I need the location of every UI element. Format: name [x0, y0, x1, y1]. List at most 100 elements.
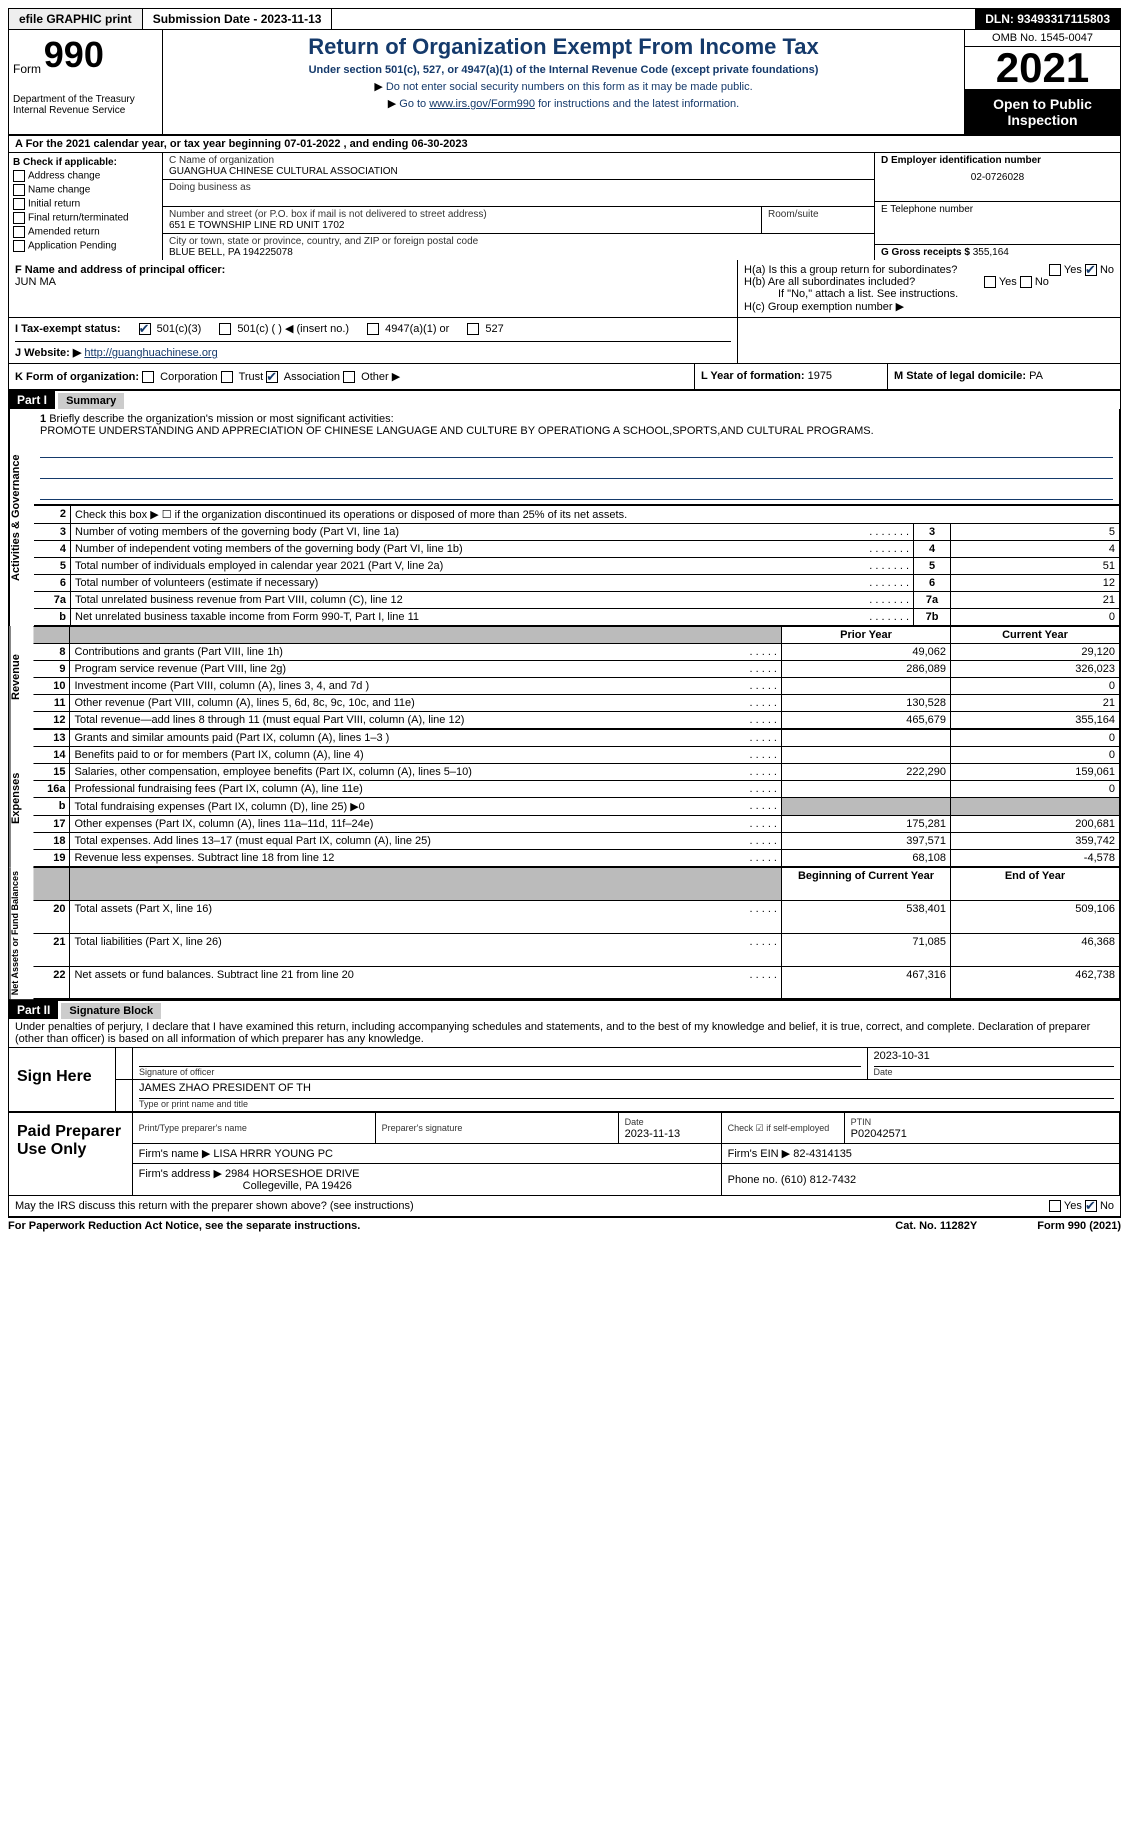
sig-name-cell: JAMES ZHAO PRESIDENT OF TH Type or print…	[132, 1080, 1120, 1111]
chk-amended-return[interactable]: Amended return	[13, 226, 158, 238]
l-label: L Year of formation:	[701, 370, 805, 382]
p-date-cell: Date2023-11-13	[618, 1113, 721, 1144]
p-sig-cell: Preparer's signature	[375, 1113, 618, 1144]
sig-date-label: Date	[874, 1067, 1115, 1077]
table-row: 3Number of voting members of the governi…	[34, 524, 1120, 541]
website-link[interactable]: http://guanghuachinese.org	[84, 347, 217, 359]
expenses-table: 13Grants and similar amounts paid (Part …	[33, 729, 1120, 867]
g-gross-cell: G Gross receipts $ 355,164	[875, 245, 1120, 260]
part2-title: Signature Block	[61, 1003, 161, 1019]
declaration-text: Under penalties of perjury, I declare th…	[8, 1019, 1121, 1048]
table-row: 8Contributions and grants (Part VIII, li…	[33, 644, 1119, 661]
form-word: Form	[13, 62, 41, 76]
table-row: bNet unrelated business taxable income f…	[34, 609, 1120, 626]
part1-body: Activities & Governance 1 Briefly descri…	[8, 409, 1121, 626]
chk-address-change[interactable]: Address change	[13, 170, 158, 182]
hb-yn[interactable]: Yes No	[984, 276, 1049, 288]
netassets-table: Beginning of Current Year End of Year 20…	[33, 867, 1120, 999]
h-group: H(a) Is this a group return for subordin…	[738, 260, 1120, 317]
c-name-label: C Name of organization	[169, 155, 868, 166]
m-label: M State of legal domicile:	[894, 370, 1026, 382]
section-f-h: F Name and address of principal officer:…	[8, 260, 1121, 318]
c-name-value: GUANGHUA CHINESE CULTURAL ASSOCIATION	[169, 166, 868, 177]
chk-application-pending[interactable]: Application Pending	[13, 240, 158, 252]
form-id-block: Form 990 Department of the Treasury Inte…	[9, 30, 163, 134]
q1-text: PROMOTE UNDERSTANDING AND APPRECIATION O…	[40, 425, 874, 437]
chk-final-return[interactable]: Final return/terminated	[13, 212, 158, 224]
row-a-taxyear: A For the 2021 calendar year, or tax yea…	[8, 136, 1121, 153]
q1-label: Briefly describe the organization's miss…	[49, 413, 393, 425]
vtab-netassets: Net Assets or Fund Balances	[9, 867, 33, 999]
paid-preparer-table: Print/Type preparer's name Preparer's si…	[133, 1113, 1120, 1195]
chk-501c3[interactable]: 501(c)(3)	[139, 323, 202, 335]
row-i-j-left: I Tax-exempt status: 501(c)(3) 501(c) ( …	[9, 318, 738, 363]
hdr-end: End of Year	[951, 868, 1120, 901]
sig-name-value: JAMES ZHAO PRESIDENT OF TH	[139, 1082, 1114, 1099]
form-header: Form 990 Department of the Treasury Inte…	[8, 30, 1121, 136]
part2-header: Part II Signature Block	[8, 1001, 1121, 1019]
f-name: JUN MA	[15, 276, 56, 288]
chk-other[interactable]: Other ▶	[343, 371, 400, 383]
table-row: 5Total number of individuals employed in…	[34, 558, 1120, 575]
note-ssn: Do not enter social security numbers on …	[169, 80, 958, 93]
part1-header: Part I Summary	[8, 391, 1121, 409]
chk-corporation[interactable]: Corporation	[142, 371, 218, 383]
mission-line	[40, 485, 1113, 500]
expenses-section: Expenses 13Grants and similar amounts pa…	[8, 729, 1121, 867]
part2-bar: Part II	[9, 1001, 58, 1019]
chk-name-change[interactable]: Name change	[13, 184, 158, 196]
d-ein-label: D Employer identification number	[881, 155, 1041, 166]
chk-501c[interactable]: 501(c) ( ) ◀ (insert no.)	[219, 322, 349, 335]
col-b-checkboxes: B Check if applicable: Address change Na…	[9, 153, 163, 260]
table-row: 9Program service revenue (Part VIII, lin…	[33, 661, 1119, 678]
part1-bar: Part I	[9, 391, 55, 409]
vtab-revenue: Revenue	[9, 626, 33, 729]
k-label: K Form of organization:	[15, 371, 139, 383]
paid-preparer-label: Paid Preparer Use Only	[9, 1113, 133, 1195]
table-row: 17Other expenses (Part IX, column (A), l…	[33, 816, 1119, 833]
revenue-table: Prior Year Current Year 8Contributions a…	[33, 626, 1120, 729]
row-i-j-right	[738, 318, 1120, 363]
room-label: Room/suite	[768, 209, 868, 220]
firm-addr-cell: Firm's address ▶ 2984 HORSESHOE DRIVE Co…	[133, 1164, 722, 1196]
d-ein-cell: D Employer identification number 02-0726…	[875, 153, 1120, 202]
open-to-public: Open to Public Inspection	[965, 90, 1120, 134]
m-state-domicile: M State of legal domicile: PA	[887, 364, 1120, 389]
department-line2: Internal Revenue Service	[13, 105, 158, 116]
paid-preparer-block: Paid Preparer Use Only Print/Type prepar…	[8, 1112, 1121, 1196]
c-name-cell: C Name of organization GUANGHUA CHINESE …	[163, 153, 874, 180]
chk-527[interactable]: 527	[467, 323, 503, 335]
may-irs-yn[interactable]: Yes No	[1049, 1200, 1114, 1212]
table-row: bTotal fundraising expenses (Part IX, co…	[33, 798, 1119, 816]
p-check-cell: Check ☑ if self-employed	[721, 1113, 844, 1144]
firm-name-cell: Firm's name ▶ LISA HRRR YOUNG PC	[133, 1144, 722, 1164]
form-title: Return of Organization Exempt From Incom…	[169, 34, 958, 60]
chk-trust[interactable]: Trust	[221, 371, 264, 383]
ha-yn[interactable]: Yes No	[1049, 264, 1114, 276]
l-year-formation: L Year of formation: 1975	[694, 364, 887, 389]
sig-date-cell: 2023-10-31 Date	[867, 1048, 1121, 1079]
table-row: 22Net assets or fund balances. Subtract …	[33, 966, 1119, 999]
p-ptin-cell: PTINP02042571	[844, 1113, 1119, 1144]
table-row: 4Number of independent voting members of…	[34, 541, 1120, 558]
sign-here-label: Sign Here	[9, 1048, 116, 1111]
efile-print-button[interactable]: efile GRAPHIC print	[9, 9, 143, 29]
chk-4947[interactable]: 4947(a)(1) or	[367, 323, 449, 335]
dba-label: Doing business as	[169, 182, 868, 193]
irs-link[interactable]: www.irs.gov/Form990	[429, 98, 535, 110]
note-instructions: Go to www.irs.gov/Form990 for instructio…	[169, 97, 958, 110]
hc-row: H(c) Group exemption number ▶	[744, 300, 1114, 313]
table-row: 10Investment income (Part VIII, column (…	[33, 678, 1119, 695]
table-row: 15Salaries, other compensation, employee…	[33, 764, 1119, 781]
table-row: 12Total revenue—add lines 8 through 11 (…	[33, 712, 1119, 729]
chk-initial-return[interactable]: Initial return	[13, 198, 158, 210]
chk-association[interactable]: Association	[266, 371, 340, 383]
sig-officer-cell: Signature of officer	[132, 1048, 867, 1079]
tax-status-row: I Tax-exempt status: 501(c)(3) 501(c) ( …	[15, 322, 731, 341]
hdr-prior: Prior Year	[782, 627, 951, 644]
city-label: City or town, state or province, country…	[169, 236, 868, 247]
sig-officer-row: Signature of officer 2023-10-31 Date	[116, 1048, 1120, 1080]
note2-pre: Go to	[399, 98, 429, 110]
mission-line	[40, 443, 1113, 458]
note2-post: for instructions and the latest informat…	[538, 98, 739, 110]
